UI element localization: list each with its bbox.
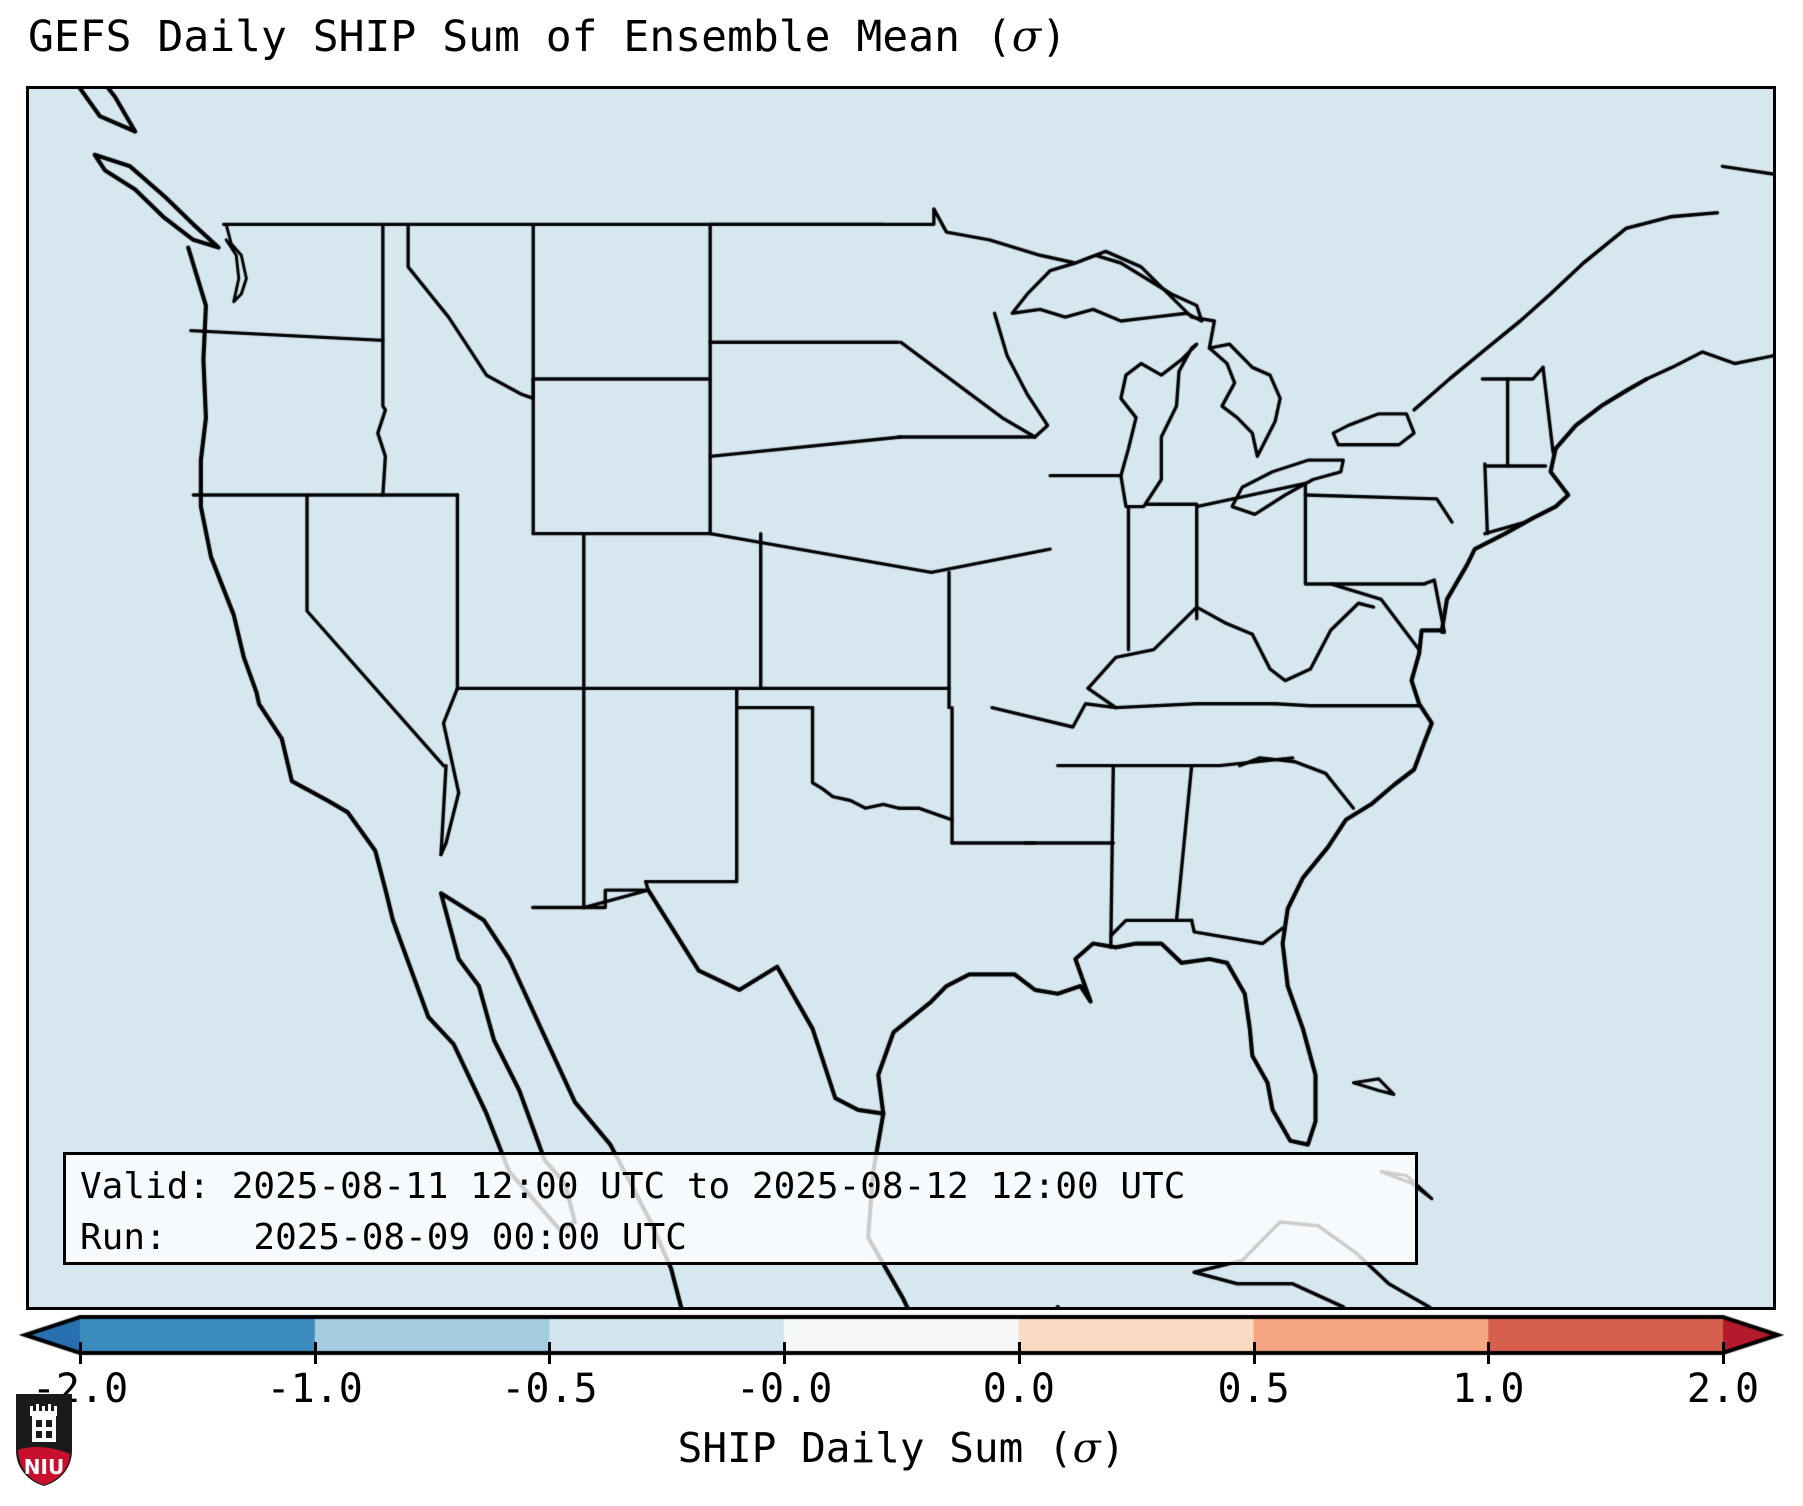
colorbar-tick — [79, 1342, 82, 1364]
colorbar-tick-label: 0.0 — [982, 1366, 1055, 1412]
colorbar-ticks — [0, 1342, 1803, 1364]
forecast-info-box: Valid: 2025-08-11 12:00 UTC to 2025-08-1… — [63, 1152, 1418, 1265]
sigma-glyph: σ — [1011, 12, 1042, 62]
colorbar-tick — [1252, 1342, 1256, 1364]
valid-time-line: Valid: 2025-08-11 12:00 UTC to 2025-08-1… — [80, 1166, 1186, 1207]
niu-logo-text: NIU — [24, 1455, 64, 1479]
colorbar-tick — [1722, 1342, 1725, 1364]
run-time-line: Run: 2025-08-09 00:00 UTC — [80, 1217, 687, 1258]
map-panel — [26, 86, 1776, 1310]
sigma-glyph-axis: σ — [1072, 1424, 1101, 1472]
colorbar-tick — [313, 1342, 317, 1364]
colorbar-tick-label: 0.5 — [1217, 1366, 1290, 1412]
colorbar — [0, 1311, 1803, 1371]
ship-heatmap-canvas — [29, 89, 1773, 1307]
colorbar-tick — [548, 1342, 552, 1364]
axis-label-text: SHIP Daily Sum ( — [677, 1424, 1073, 1472]
title-text: GEFS Daily SHIP Sum of Ensemble Mean ( — [28, 12, 1012, 62]
title-tail: ) — [1041, 12, 1068, 62]
colorbar-tick-label: -0.0 — [735, 1366, 833, 1412]
colorbar-tick-label: -0.5 — [501, 1366, 598, 1412]
colorbar-tick — [783, 1342, 787, 1364]
colorbar-tick-labels: -2.0 -1.0 -0.5 -0.0 0.0 0.5 1.0 2.0 — [0, 1366, 1803, 1418]
colorbar-tick-label: -1.0 — [266, 1366, 363, 1412]
niu-logo: NIU — [16, 1394, 72, 1486]
colorbar-axis-label: SHIP Daily Sum (σ) — [0, 1424, 1803, 1472]
colorbar-canvas — [0, 1311, 1803, 1371]
page-title: GEFS Daily SHIP Sum of Ensemble Mean (σ) — [28, 12, 1067, 62]
colorbar-tick — [1017, 1342, 1021, 1364]
colorbar-tick-label: 1.0 — [1452, 1366, 1525, 1412]
colorbar-tick-label: 2.0 — [1686, 1366, 1760, 1412]
colorbar-tick — [1487, 1342, 1491, 1364]
axis-label-tail: ) — [1100, 1424, 1126, 1472]
